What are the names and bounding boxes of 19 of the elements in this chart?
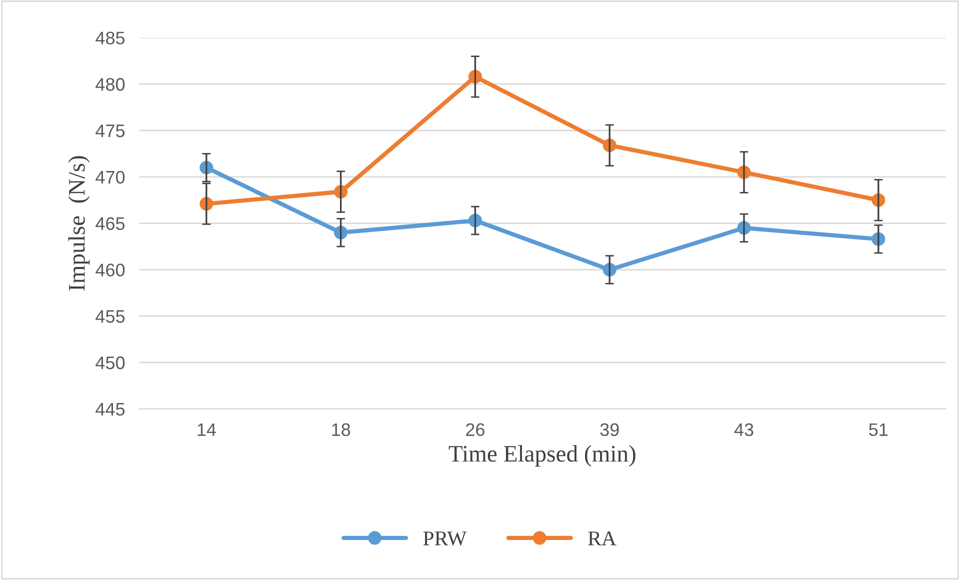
y-tick-label: 465 — [96, 217, 125, 230]
y-tick-label: 480 — [96, 78, 125, 91]
x-tick-label: 51 — [869, 423, 888, 436]
y-tick-label: 485 — [96, 32, 125, 44]
y-tick-label: 460 — [96, 264, 125, 276]
x-tick-label: 18 — [332, 423, 350, 436]
legend-label: PRW — [423, 532, 467, 546]
y-axis-title: Impulse (N/s) — [68, 156, 90, 291]
x-tick-label: 39 — [600, 423, 619, 436]
y-tick-label: 445 — [96, 403, 125, 416]
y-tick-label: 475 — [96, 124, 125, 138]
y-tick-label: 455 — [96, 310, 125, 323]
x-tick-label: 43 — [734, 423, 754, 436]
x-tick-label: 14 — [198, 423, 216, 436]
y-tick-label: 470 — [96, 170, 125, 184]
x-axis-title: Time Elapsed (min) — [448, 445, 636, 467]
y-tick-label: 450 — [96, 356, 125, 370]
x-tick-label: 26 — [466, 423, 484, 436]
legend-label: RA — [588, 531, 616, 546]
